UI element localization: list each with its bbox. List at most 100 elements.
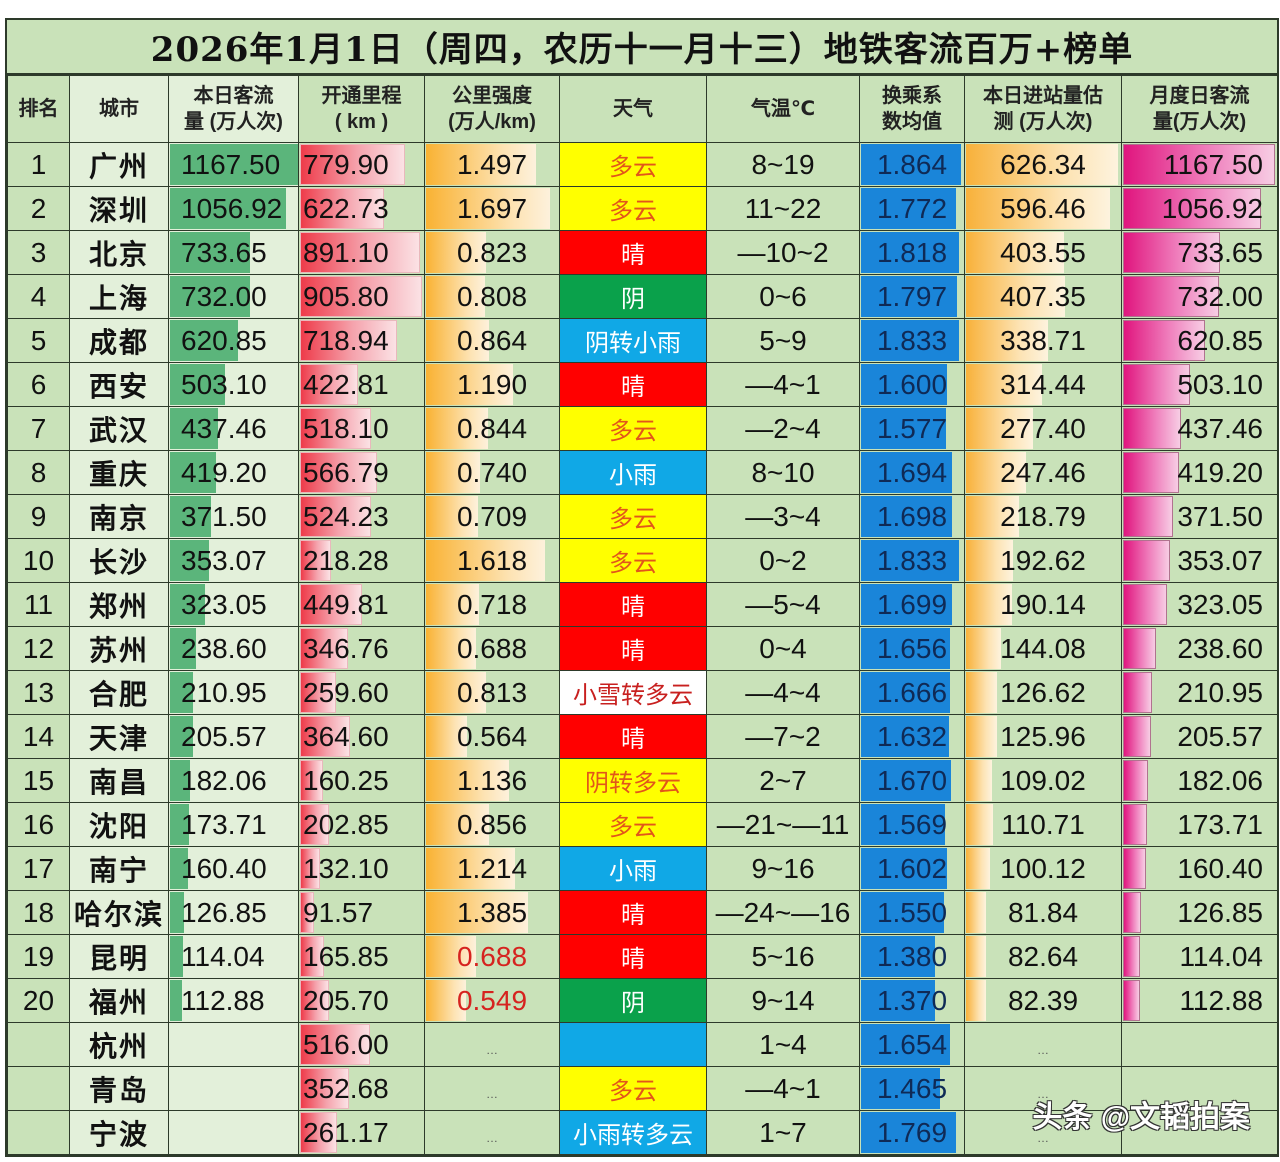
transfer-cell: 1.632	[859, 714, 965, 759]
entry-data-bar	[966, 188, 1110, 229]
km-data-bar	[300, 144, 405, 185]
rank-cell: 20	[7, 978, 70, 1023]
entry-data-bar	[966, 848, 990, 889]
monthly-cell: 620.85	[1121, 318, 1278, 363]
km-data-bar	[300, 540, 331, 581]
entries-cell: 403.55	[964, 230, 1122, 275]
month-data-bar	[1123, 452, 1179, 493]
km-data-bar	[300, 232, 420, 273]
weather-cell: 晴	[559, 230, 707, 275]
inten-data-bar	[426, 188, 550, 229]
xfer-data-bar	[861, 1112, 956, 1153]
temperature-cell: 0~2	[706, 538, 860, 583]
mileage-cell: 132.10	[298, 846, 425, 891]
transfer-cell: 1.380	[859, 934, 965, 979]
temperature-cell: —3~4	[706, 494, 860, 539]
mileage-cell: 202.85	[298, 802, 425, 847]
header-city: 城市	[69, 75, 169, 143]
header-monthly: 月度日客流 量(万人次)	[1121, 75, 1278, 143]
header-entries: 本日进站量估测 (万人次)	[964, 75, 1122, 143]
weather-cell: 阴	[559, 978, 707, 1023]
km-data-bar	[300, 408, 371, 449]
transfer-cell: 1.670	[859, 758, 965, 803]
xfer-data-bar	[861, 1068, 940, 1109]
transfer-cell: 1.569	[859, 802, 965, 847]
xfer-data-bar	[861, 408, 946, 449]
xfer-data-bar	[861, 452, 952, 493]
intensity-cell: 0.709	[424, 494, 560, 539]
rank-cell: 1	[7, 142, 70, 187]
month-data-bar	[1123, 496, 1173, 537]
passengers-cell: 620.85	[168, 318, 299, 363]
intensity-cell: 0.844	[424, 406, 560, 451]
month-data-bar	[1123, 628, 1156, 669]
inten-data-bar	[426, 496, 478, 537]
pax-data-bar	[170, 320, 238, 361]
table-row: 宁波 261.17… 小雨转多云 1~7 1.769…	[7, 1110, 1278, 1155]
passengers-cell: 238.60	[168, 626, 299, 671]
km-data-bar	[300, 584, 362, 625]
table-row: 20 福州 112.88 205.70 0.549 阴 9~14 1.370 82.39 112.…	[7, 978, 1278, 1023]
temperature-cell: 9~14	[706, 978, 860, 1023]
city-cell: 宁波	[69, 1110, 169, 1155]
km-data-bar	[300, 760, 323, 801]
city-cell: 深圳	[69, 186, 169, 231]
xfer-data-bar	[861, 628, 950, 669]
rank-cell: 13	[7, 670, 70, 715]
table-row: 18 哈尔滨 126.85 91.57 1.385 晴 —24~—16 1.550 81.84 1…	[7, 890, 1278, 935]
month-data-bar	[1123, 848, 1146, 889]
entries-cell: …	[964, 1110, 1122, 1155]
intensity-cell: 0.808	[424, 274, 560, 319]
city-cell: 沈阳	[69, 802, 169, 847]
entries-cell: 110.71	[964, 802, 1122, 847]
weather-cell: 阴	[559, 274, 707, 319]
month-data-bar	[1123, 540, 1170, 581]
weather-cell: 小雨	[559, 450, 707, 495]
km-data-bar	[300, 936, 324, 977]
month-data-bar	[1123, 232, 1220, 273]
monthly-cell: 1056.92	[1121, 186, 1278, 231]
rank-cell: 14	[7, 714, 70, 759]
rank-cell: 18	[7, 890, 70, 935]
km-data-bar	[300, 672, 336, 713]
mileage-cell: 261.17	[298, 1110, 425, 1155]
passengers-cell: 160.40	[168, 846, 299, 891]
city-cell: 北京	[69, 230, 169, 275]
entries-cell: 190.14	[964, 582, 1122, 627]
entries-cell: 407.35	[964, 274, 1122, 319]
km-data-bar	[300, 716, 350, 757]
temperature-cell: 8~10	[706, 450, 860, 495]
km-data-bar	[300, 276, 422, 317]
passengers-cell: 419.20	[168, 450, 299, 495]
inten-data-bar	[426, 232, 486, 273]
inten-data-bar	[426, 320, 489, 361]
entry-data-bar	[966, 408, 1033, 449]
table-row: 12 苏州 238.60 346.76 0.688 晴 0~4 1.656 144.08 238.…	[7, 626, 1278, 671]
intensity-cell: 1.190	[424, 362, 560, 407]
temperature-cell: —24~—16	[706, 890, 860, 935]
mileage-cell: 622.73	[298, 186, 425, 231]
city-cell: 福州	[69, 978, 169, 1023]
mileage-cell: 91.57	[298, 890, 425, 935]
mileage-cell: 518.10	[298, 406, 425, 451]
table-row: 青岛 352.68… 多云 —4~1 1.465…	[7, 1066, 1278, 1111]
mileage-cell: 905.80	[298, 274, 425, 319]
pax-data-bar	[170, 496, 211, 537]
transfer-cell: 1.656	[859, 626, 965, 671]
entry-data-bar	[966, 144, 1118, 185]
weather-cell: 多云	[559, 406, 707, 451]
inten-data-bar	[426, 848, 515, 889]
inten-data-bar	[426, 892, 528, 933]
mileage-cell: 346.76	[298, 626, 425, 671]
mileage-cell: 566.79	[298, 450, 425, 495]
monthly-cell: 503.10	[1121, 362, 1278, 407]
header-transfer: 换乘系 数均值	[859, 75, 965, 143]
intensity-cell: 0.718	[424, 582, 560, 627]
rank-cell: 4	[7, 274, 70, 319]
table-row: 1 广州 1167.50 779.90 1.497 多云 8~19 1.864 626.34 11…	[7, 142, 1278, 187]
pax-data-bar	[170, 848, 188, 889]
entries-cell: 277.40	[964, 406, 1122, 451]
passengers-cell: 733.65	[168, 230, 299, 275]
intensity-cell: …	[424, 1110, 560, 1155]
transfer-cell: 1.772	[859, 186, 965, 231]
